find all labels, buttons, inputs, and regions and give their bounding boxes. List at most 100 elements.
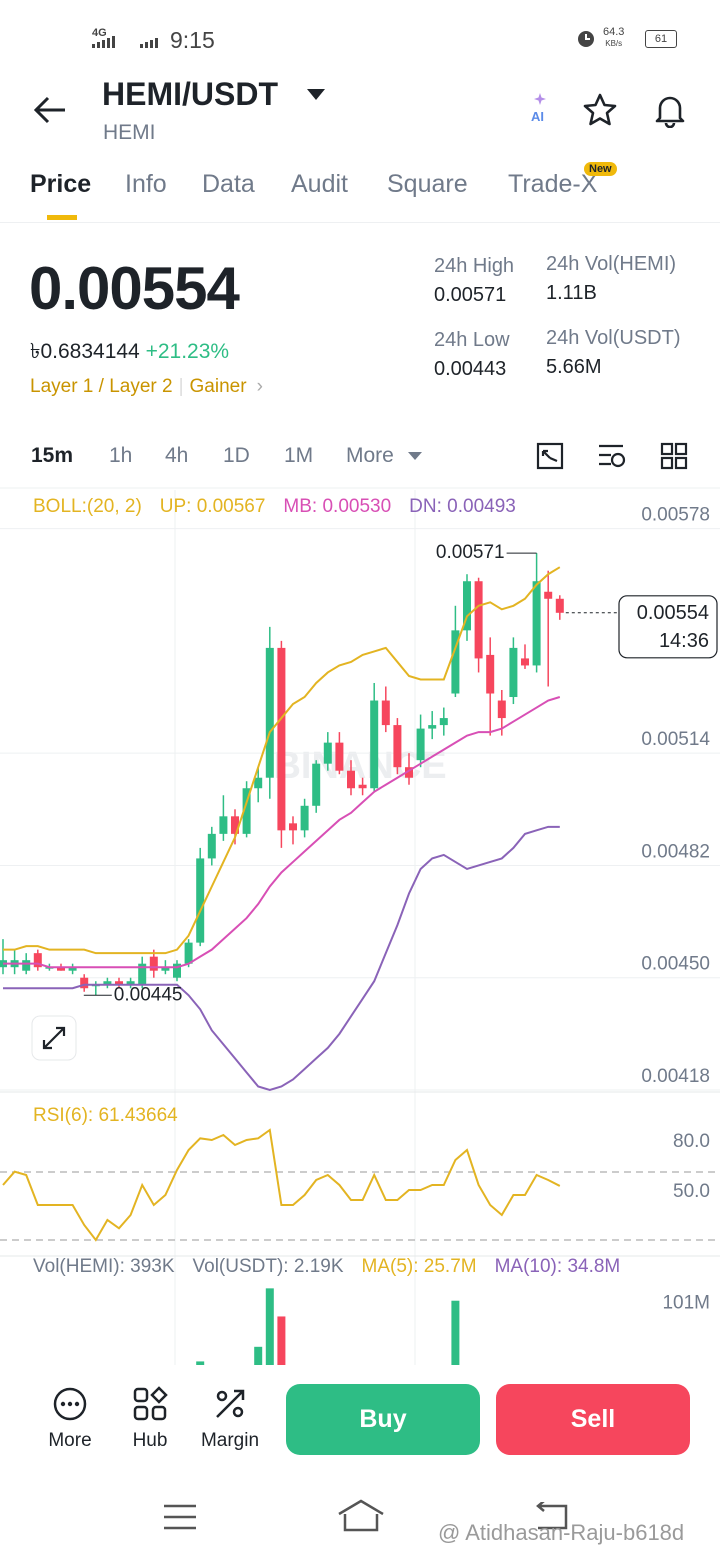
candle-body	[80, 977, 89, 989]
buy-button[interactable]: Buy	[286, 1384, 480, 1455]
stat-label: 24h Low	[434, 329, 510, 351]
legend-label: BOLL:(20, 2)	[33, 496, 142, 517]
candle-body	[219, 816, 228, 834]
candle-body	[323, 742, 332, 764]
interval[interactable]: More	[346, 444, 394, 467]
tab[interactable]: Price	[30, 170, 92, 198]
margin-icon[interactable]	[212, 1386, 248, 1422]
candle-body	[277, 647, 286, 831]
y-tick-label: 0.00578	[641, 505, 710, 526]
ai-sparkle	[534, 93, 546, 105]
indicator-icon[interactable]	[597, 442, 627, 470]
candle-body	[451, 630, 460, 694]
tab[interactable]: Data	[202, 170, 255, 198]
candle-body	[509, 647, 518, 698]
y-tick-label: 101M	[662, 1292, 710, 1313]
price-tag-value: 0.00554	[637, 602, 709, 624]
sell-button[interactable]: Sell	[496, 1384, 690, 1455]
candle-body	[254, 777, 263, 789]
candle-body	[126, 981, 135, 985]
tab[interactable]: Square	[387, 170, 468, 198]
ai-button[interactable]: AI	[531, 109, 544, 124]
candle-body	[68, 967, 77, 971]
nav-home[interactable]	[336, 1498, 386, 1534]
clock: 9:15	[170, 27, 215, 53]
candle-body	[300, 805, 309, 831]
candle-body	[347, 770, 355, 789]
nav-back[interactable]	[530, 1502, 570, 1532]
price-row: ৳0.6834144 +21.23%	[30, 335, 229, 370]
last-price: 0.00554	[29, 255, 240, 322]
action-label[interactable]: Margin	[200, 1430, 260, 1451]
alarm-icon	[578, 31, 594, 47]
candle-body	[149, 956, 158, 971]
pair-dropdown[interactable]	[306, 88, 326, 102]
speed-unit: KB/s	[605, 39, 623, 48]
stat-label: 24h High	[434, 255, 515, 277]
interval[interactable]: 15m	[31, 444, 74, 467]
more-icon[interactable]	[52, 1386, 88, 1422]
tag[interactable]: Gainer	[189, 376, 247, 397]
legend-label: MA(5): 25.7M	[362, 1256, 477, 1277]
candle-body	[196, 858, 205, 943]
price-change: +21.23%	[145, 340, 230, 363]
action-label[interactable]: Hub	[132, 1430, 168, 1451]
action-label[interactable]: More	[48, 1430, 92, 1451]
more-caret	[408, 452, 422, 460]
candle-body	[103, 981, 112, 985]
candle-body	[521, 658, 529, 666]
candle-body	[532, 581, 541, 666]
fiat-price: ৳0.6834144	[30, 340, 140, 363]
high-label: 0.00571	[436, 542, 505, 563]
back-button[interactable]	[32, 94, 68, 126]
tab-badge: New	[584, 162, 617, 176]
candle-body	[463, 581, 471, 631]
nav-menu[interactable]	[162, 1502, 198, 1532]
tab[interactable]: Trade-X	[508, 170, 598, 198]
expand-button[interactable]	[31, 1015, 77, 1061]
candle-body	[115, 981, 123, 985]
legend-label: UP: 0.00567	[160, 496, 266, 517]
candle-body	[184, 942, 193, 964]
y-tick-label: 0.00450	[641, 954, 710, 975]
stat-value: 0.00571	[434, 284, 507, 306]
watermark-text: @ Atidhasan-Raju-b618d	[438, 1520, 685, 1545]
interval[interactable]: 4h	[165, 444, 189, 467]
indicator-line	[2, 1128, 561, 1242]
network: 4G	[92, 27, 107, 39]
y-tick-label: 50.0	[673, 1181, 710, 1202]
candle-body	[161, 967, 170, 971]
battery: 61	[645, 30, 677, 48]
tag[interactable]: Layer 1 / Layer 2	[30, 376, 173, 397]
legend-label: MB: 0.00530	[283, 496, 391, 517]
bollinger-line	[3, 825, 560, 1092]
base-asset: HEMI	[103, 121, 156, 144]
chart-icon[interactable]	[536, 442, 564, 470]
candle-body	[544, 591, 553, 599]
tab[interactable]: Audit	[291, 170, 348, 198]
volume-bar	[254, 1346, 263, 1365]
chart-area: BINANCE 0.005780.005140.004820.004500.00…	[0, 487, 720, 1365]
candle-body	[370, 700, 379, 789]
candle-body	[207, 833, 216, 859]
candle-body	[138, 963, 147, 985]
interval[interactable]: 1M	[284, 444, 314, 467]
volume-bar	[451, 1300, 460, 1365]
y-tick-label: 80.0	[673, 1131, 710, 1152]
interval[interactable]: 1D	[223, 444, 250, 467]
stat-label: 24h Vol(USDT)	[546, 327, 681, 349]
pair-title[interactable]: HEMI/USDT	[102, 76, 278, 112]
tab-indicator	[47, 215, 77, 220]
favorite-button[interactable]	[582, 92, 618, 128]
interval[interactable]: 1h	[109, 444, 133, 467]
tab[interactable]: Info	[125, 170, 167, 198]
candle-body	[497, 700, 506, 719]
layout-icon[interactable]	[660, 442, 688, 470]
candle-body	[242, 788, 251, 834]
legend-label: RSI(6): 61.43664	[33, 1105, 178, 1126]
alert-button[interactable]	[652, 92, 688, 128]
candle-body	[405, 767, 413, 778]
hub-icon[interactable]	[132, 1386, 168, 1422]
candle-body	[289, 823, 297, 831]
